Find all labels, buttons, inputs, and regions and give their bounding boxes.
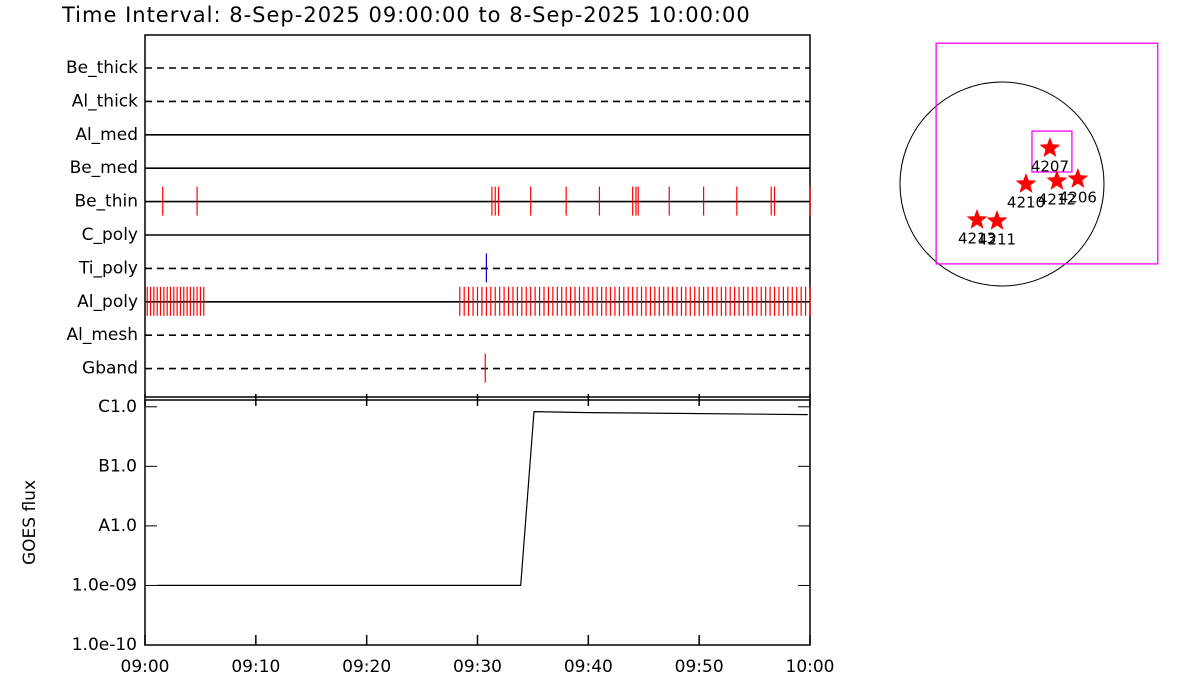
region-label: 4211 [978, 230, 1016, 248]
row-label: Al_med [75, 125, 138, 145]
fov-box [1031, 130, 1073, 173]
row-label: Al_poly [77, 292, 138, 312]
y-tick-label: 1.0e-10 [72, 635, 137, 655]
region-star [1046, 170, 1068, 190]
title: Time Interval: 8-Sep-2025 09:00:00 to 8-… [61, 3, 751, 27]
fov-box [935, 42, 1159, 265]
goes-line [157, 410, 808, 586]
row-label: Al_mesh [66, 325, 138, 345]
x-tick-label: 10:00 [786, 657, 835, 677]
y-axis-label: GOES flux [20, 480, 40, 565]
region-star [1015, 173, 1037, 193]
region-star [1067, 168, 1089, 188]
y-tick-label: 1.0e-09 [72, 575, 137, 595]
solar-limb [899, 81, 1105, 287]
row-label: Be_med [70, 158, 138, 178]
y-tick-label: B1.0 [98, 456, 137, 476]
row-label: Ti_poly [78, 258, 138, 278]
x-tick-label: 09:20 [342, 657, 391, 677]
x-tick-label: 09:10 [231, 657, 280, 677]
region-label: 4213 [958, 229, 996, 247]
x-tick-label: 09:40 [564, 657, 613, 677]
y-tick-label: C1.0 [98, 397, 137, 417]
row-label: Be_thin [74, 192, 138, 212]
region-label: 4210 [1007, 194, 1045, 212]
x-tick-label: 09:50 [675, 657, 724, 677]
row-label: Be_thick [66, 58, 138, 78]
row-label: Al_thick [72, 91, 138, 111]
row-label: Gband [82, 359, 138, 379]
x-tick-label: 09:30 [453, 657, 502, 677]
x-tick-label: 09:00 [121, 657, 170, 677]
raster-frame [144, 34, 811, 398]
region-star [966, 208, 988, 229]
region-star [986, 210, 1008, 230]
region-label: 4206 [1059, 189, 1097, 207]
region-label: 4207 [1031, 158, 1069, 176]
goes-frame [144, 399, 811, 646]
region-star [1039, 137, 1061, 157]
row-label: C_poly [82, 225, 138, 245]
region-label: 4212 [1038, 191, 1076, 209]
y-tick-label: A1.0 [98, 516, 137, 536]
